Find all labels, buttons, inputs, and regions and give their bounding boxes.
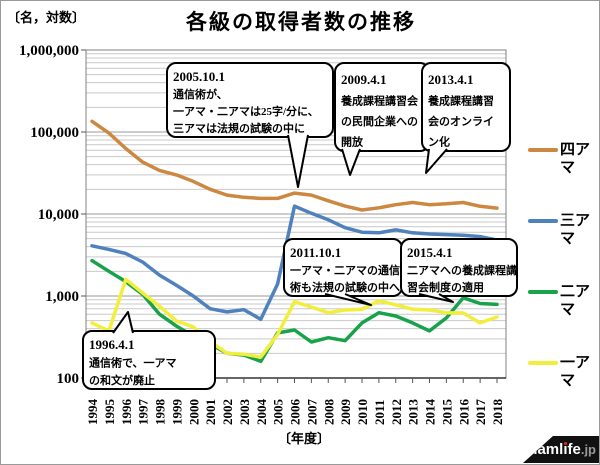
- svg-text:2008: 2008: [321, 399, 336, 426]
- annotation-2005-10-1: 2005.10.1 通信術が、一アマ・二アマは25字/分に、三アマは法規の試験の中…: [166, 62, 334, 188]
- svg-text:の和文が廃止: の和文が廃止: [89, 373, 155, 387]
- svg-text:2016: 2016: [456, 399, 471, 426]
- svg-text:1997: 1997: [136, 399, 151, 426]
- svg-text:1995: 1995: [102, 399, 117, 426]
- svg-text:2018: 2018: [490, 399, 505, 426]
- svg-text:10,000: 10,000: [38, 207, 79, 223]
- series-line-1ama: [90, 277, 499, 359]
- svg-text:2013: 2013: [406, 399, 421, 426]
- svg-text:2006: 2006: [288, 399, 303, 426]
- svg-text:100,000: 100,000: [30, 125, 79, 141]
- legend-label-1ama: 一アマ: [560, 355, 591, 389]
- svg-text:養成課程講習: 養成課程講習: [428, 93, 494, 107]
- legend-swatch-2ama: [528, 290, 558, 294]
- legend-label-2ama: 二アマ: [560, 284, 591, 318]
- svg-text:養成課程講習会: 養成課程講習会: [341, 93, 419, 107]
- svg-text:1994: 1994: [85, 399, 100, 426]
- svg-text:2011: 2011: [372, 400, 387, 425]
- svg-text:の民間企業への: の民間企業への: [341, 114, 418, 128]
- hamlife-logo-red-dot: [563, 441, 567, 445]
- svg-text:1,000: 1,000: [45, 289, 79, 305]
- svg-text:2014: 2014: [423, 399, 438, 426]
- series-line-4ama: [90, 119, 499, 212]
- svg-text:一アマ・二アマの通信: 一アマ・二アマの通信: [290, 263, 400, 277]
- series-line-2ama: [90, 258, 499, 364]
- chart-title: 各級の取得者数の推移: [186, 10, 416, 34]
- svg-text:2000: 2000: [186, 399, 201, 425]
- y-axis-units-label: 〔名，対数〕: [7, 10, 86, 25]
- hamlife-logo-suffix: .jp: [580, 442, 596, 457]
- svg-text:1,000,000: 1,000,000: [19, 43, 79, 59]
- legend-swatch-4ama: [528, 148, 558, 152]
- svg-text:2017: 2017: [473, 399, 488, 426]
- svg-text:二アマへの養成課程講: 二アマへの養成課程講: [407, 263, 517, 277]
- svg-text:1999: 1999: [169, 399, 184, 426]
- svg-text:一アマ・二アマは25字/分に、: 一アマ・二アマは25字/分に、: [173, 104, 319, 118]
- legend-swatch-1ama: [528, 361, 558, 365]
- svg-text:習会制度の適用: 習会制度の適用: [407, 280, 484, 294]
- legend-item-4ama: 四アマ: [528, 141, 598, 179]
- svg-text:2013.4.1: 2013.4.1: [428, 72, 474, 87]
- svg-text:2010: 2010: [355, 399, 370, 425]
- svg-text:ン化: ン化: [428, 134, 450, 148]
- svg-text:2003: 2003: [237, 399, 252, 426]
- svg-text:2009: 2009: [338, 399, 353, 426]
- svg-text:2015.4.1: 2015.4.1: [407, 245, 453, 260]
- legend-label-3ama: 三アマ: [560, 213, 591, 247]
- series-line-3ama: [90, 204, 499, 322]
- y-axis-labels: 100 1,000 10,000 100,000 1,000,000: [19, 43, 79, 387]
- svg-text:100: 100: [57, 371, 80, 387]
- svg-text:1998: 1998: [153, 399, 168, 426]
- svg-text:2009.4.1: 2009.4.1: [341, 72, 387, 87]
- svg-text:術も法規の試験の中へ: 術も法規の試験の中へ: [289, 280, 400, 294]
- chart-legend: 四アマ三アマ二アマ一アマ: [528, 141, 598, 425]
- legend-swatch-3ama: [528, 219, 558, 223]
- svg-text:2002: 2002: [220, 399, 235, 425]
- svg-text:通信術が、: 通信術が、: [173, 87, 228, 101]
- legend-label-4ama: 四アマ: [560, 142, 591, 176]
- svg-text:通信術で、一アマ: 通信術で、一アマ: [89, 356, 177, 370]
- svg-text:2011.10.1: 2011.10.1: [290, 245, 341, 260]
- legend-item-3ama: 三アマ: [528, 212, 598, 250]
- svg-text:会のオンライ: 会のオンライ: [428, 114, 494, 128]
- x-axis-labels: 1994 1995 1996 1997 1998 1999 2000 2001 2002 2003…: [85, 399, 505, 426]
- legend-item-1ama: 一アマ: [528, 354, 598, 392]
- svg-text:2005.10.1: 2005.10.1: [173, 69, 225, 84]
- legend-item-2ama: 二アマ: [528, 283, 598, 321]
- svg-text:2007: 2007: [304, 399, 319, 426]
- hamlife-logo-i: ı: [563, 441, 568, 458]
- svg-text:三アマは法規の試験の中に: 三アマは法規の試験の中に: [173, 121, 305, 135]
- svg-text:2001: 2001: [203, 399, 218, 425]
- svg-text:2004: 2004: [254, 399, 269, 426]
- svg-text:2015: 2015: [439, 399, 454, 426]
- svg-text:開放: 開放: [341, 134, 364, 148]
- x-axis-title: 〔年度〕: [277, 431, 330, 446]
- svg-text:2012: 2012: [389, 399, 404, 425]
- svg-text:1996.4.1: 1996.4.1: [89, 337, 135, 352]
- svg-text:2005: 2005: [271, 399, 286, 426]
- svg-text:1996: 1996: [119, 399, 134, 426]
